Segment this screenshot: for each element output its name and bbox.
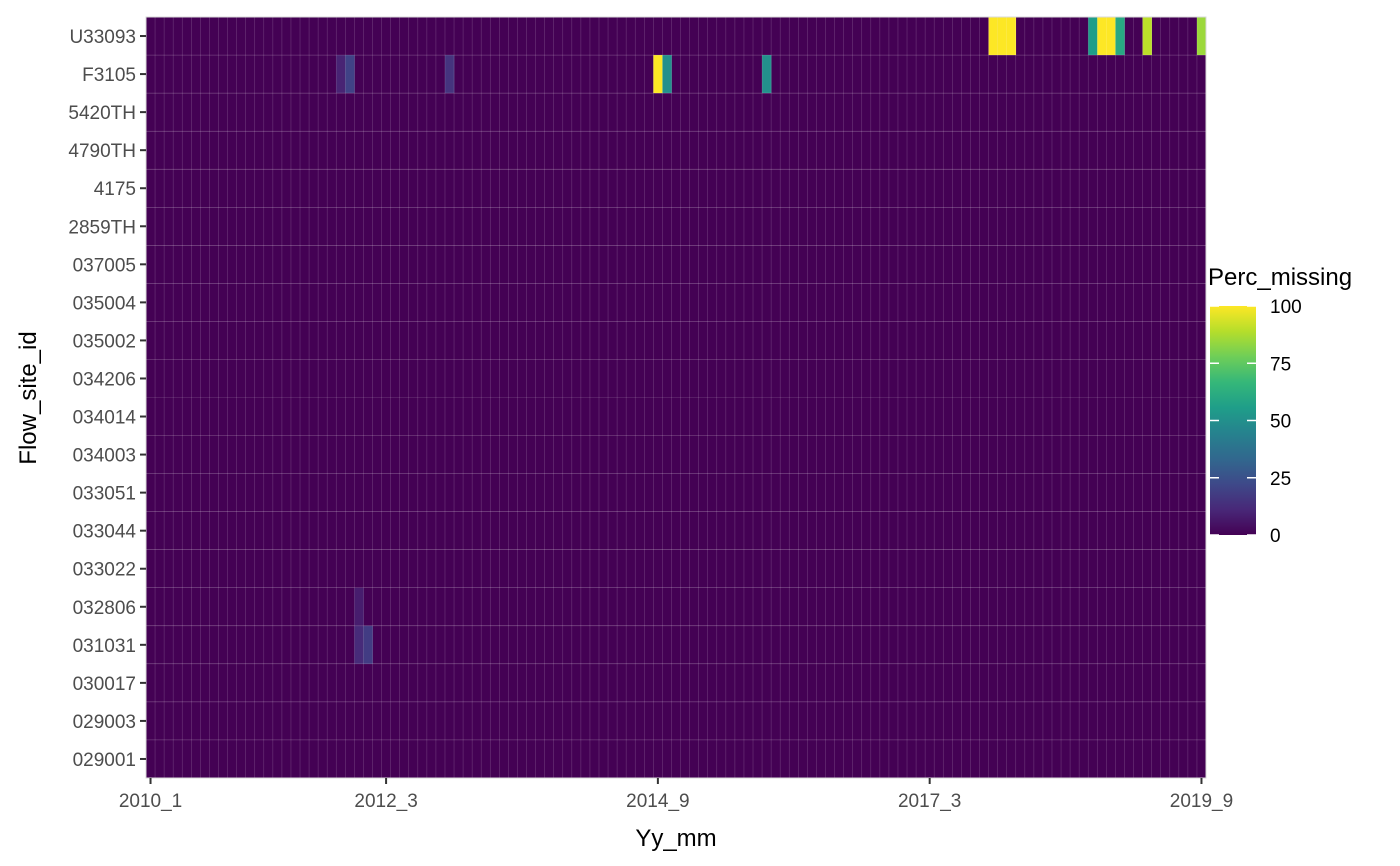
heatmap-cell-U33093-2018_12 bbox=[1115, 17, 1125, 56]
heatmap-cell-U33093-2018_11 bbox=[1106, 17, 1116, 56]
heatmap-cell-U33093-2017_11 bbox=[997, 17, 1007, 56]
heatmap-cell-F3105-2012_10 bbox=[444, 55, 455, 94]
y-tick-label: U33093 bbox=[69, 27, 136, 48]
grid-lines bbox=[145, 16, 1207, 779]
heatmap-row-029003 bbox=[146, 701, 1206, 740]
heatmap-row-034003 bbox=[146, 435, 1206, 474]
x-tick-label: 2012_3 bbox=[354, 791, 417, 812]
x-tick-label: 2010_1 bbox=[119, 791, 182, 812]
y-tick-label: 037005 bbox=[73, 255, 136, 276]
x-tick-label: 2017_3 bbox=[898, 791, 961, 812]
heatmap-cell-U33093-2017_10 bbox=[988, 17, 998, 56]
heatmap-cell-U33093-2018_10 bbox=[1097, 17, 1107, 56]
heatmap-cell-U33093-2019_3 bbox=[1142, 17, 1152, 56]
heatmap-cell-F3105-2011_10 bbox=[336, 55, 346, 94]
y-axis-title: Flow_site_id bbox=[15, 331, 42, 464]
y-tick-label: 031031 bbox=[73, 636, 136, 657]
x-tick-label: 2014_9 bbox=[626, 791, 689, 812]
legend-tick-label: 100 bbox=[1270, 297, 1302, 318]
y-tick-label: 035002 bbox=[73, 331, 136, 352]
legend-title: Perc_missing bbox=[1208, 264, 1352, 291]
heatmap-cell-031031-2012_1 bbox=[363, 625, 373, 664]
y-tick-label: 4790TH bbox=[68, 141, 136, 162]
heatmap-cell-F3105-2015_9 bbox=[762, 55, 772, 94]
heatmap-row-034014 bbox=[146, 397, 1206, 436]
heatmap-cell-F3105-2011_11 bbox=[345, 55, 355, 94]
y-tick-label: 4175 bbox=[94, 179, 136, 200]
heatmap-row-U33093 bbox=[146, 17, 1206, 56]
heatmap-row-4175 bbox=[146, 169, 1206, 208]
heatmap-row-029001 bbox=[146, 739, 1206, 778]
y-tick-label: 034206 bbox=[73, 369, 136, 390]
y-tick-label: 033044 bbox=[73, 522, 137, 543]
heatmap-cell-U33093-2017_12 bbox=[1006, 17, 1017, 56]
heatmap-row-033022 bbox=[146, 549, 1206, 588]
heatmap-cell-032806-2011_12 bbox=[354, 587, 364, 626]
x-axis: 2010_1 2012_3 2014_9 2017_3 2019_9 bbox=[119, 778, 1233, 812]
y-tick-label: 030017 bbox=[73, 674, 136, 695]
heatmap-cell-F3105-2014_9 bbox=[653, 55, 663, 94]
heatmap-row-F3105 bbox=[146, 55, 1206, 94]
y-axis: 029001 029003 030017 031031 032806 033022 0330… bbox=[68, 27, 146, 771]
y-tick-label: F3105 bbox=[82, 65, 136, 86]
y-tick-label: 034014 bbox=[73, 408, 137, 429]
heatmap-row-030017 bbox=[146, 663, 1206, 702]
heatmap-row-033051 bbox=[146, 473, 1206, 512]
heatmap-row-035002 bbox=[146, 321, 1206, 360]
y-tick-label: 035004 bbox=[73, 293, 137, 314]
heatmap-row-2859TH bbox=[146, 207, 1206, 246]
heatmap-row-031031 bbox=[146, 625, 1206, 664]
y-tick-label: 032806 bbox=[73, 598, 136, 619]
y-tick-label: 029001 bbox=[73, 750, 136, 771]
heatmap-row-034206 bbox=[146, 359, 1206, 398]
x-axis-title: Yy_mm bbox=[635, 825, 716, 852]
heatmap-row-033044 bbox=[146, 511, 1206, 550]
y-tick-label: 029003 bbox=[73, 712, 136, 733]
heatmap-cell-031031-2011_12 bbox=[354, 625, 364, 664]
legend-tick-label: 0 bbox=[1270, 526, 1281, 547]
y-tick-label: 033022 bbox=[73, 560, 136, 581]
heatmap-row-4790TH bbox=[146, 131, 1206, 170]
heatmap-row-035004 bbox=[146, 283, 1206, 322]
panel-border bbox=[145, 16, 1207, 779]
heatmap-cell-U33093-2019_9 bbox=[1196, 17, 1207, 56]
y-tick-label: 034003 bbox=[73, 446, 136, 467]
y-tick-label: 2859TH bbox=[68, 217, 136, 238]
plot-panel bbox=[145, 16, 1207, 779]
legend-tick-label: 50 bbox=[1270, 412, 1291, 433]
legend-tick-label: 25 bbox=[1270, 469, 1291, 490]
legend: Perc_missing 0 25 50 75 100 bbox=[1208, 264, 1352, 547]
y-tick-label: 033051 bbox=[73, 484, 136, 505]
heatmap-row-037005 bbox=[146, 245, 1206, 284]
heatmap-row-5420TH bbox=[146, 93, 1206, 132]
heatmap-row-032806 bbox=[146, 587, 1206, 626]
legend-tick-label: 75 bbox=[1270, 354, 1291, 375]
y-tick-label: 5420TH bbox=[68, 103, 136, 124]
x-tick-label: 2019_9 bbox=[1170, 791, 1233, 812]
heatmap-cell-F3105-2014_10 bbox=[662, 55, 672, 94]
heatmap-cell-U33093-2018_9 bbox=[1088, 17, 1098, 56]
